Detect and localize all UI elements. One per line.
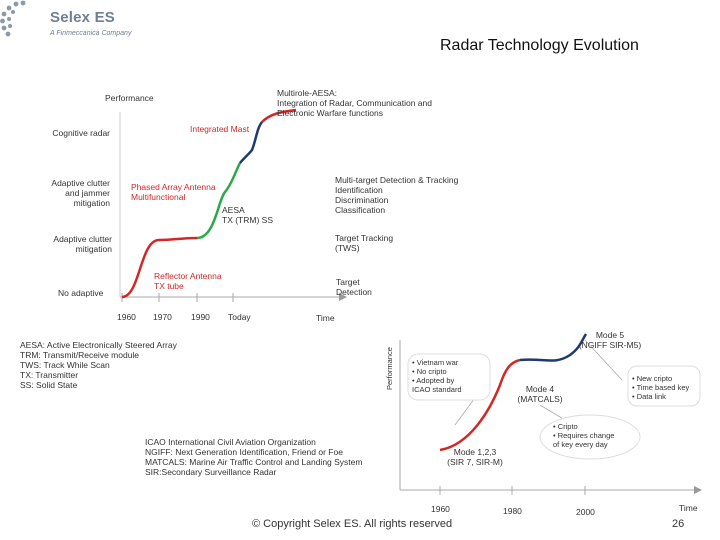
- mode123-label: Mode 1,2,3 (SIR 7, SIR-M): [447, 447, 503, 467]
- callout-new-cripto: • New cripto • Time based key • Data lin…: [632, 374, 690, 401]
- integrated-mast-label: Integrated Mast: [190, 124, 250, 134]
- callout-cripto: • Cripto • Requires change of key every …: [553, 422, 615, 449]
- mode5-label: Mode 5 (NGIFF SIR-M5): [578, 330, 642, 350]
- multirole-label: Multirole-AESA: Integration of Radar, Co…: [277, 88, 432, 118]
- tws-label: Target Tracking (TWS): [335, 233, 394, 253]
- logo-tagline: A Finmeccanica Company: [50, 30, 132, 37]
- mode4-label: Mode 4 (MATCALS): [517, 384, 563, 404]
- curve-mode4: [519, 333, 588, 362]
- bottom-xtick-label-1960: 1960: [431, 504, 450, 514]
- curve-reflector-segment: [121, 236, 198, 299]
- curve-mode123: [439, 358, 521, 452]
- callout-line-newcripto: [584, 339, 623, 381]
- top-xtick-label-1970: 1970: [153, 312, 172, 322]
- callout-box-newcripto: [627, 365, 701, 407]
- copyright-footer: © Copyright Selex ES. All rights reserve…: [252, 518, 453, 530]
- curve-aesa-segment: [196, 162, 242, 240]
- top-x-axis-label: Time: [316, 313, 335, 323]
- curve-multifunction-segment: [239, 121, 264, 164]
- callout-vietnam: • Vietnam war • No cripto • Adopted by I…: [412, 358, 462, 394]
- bottom-y-axis-label: Performance: [385, 347, 394, 390]
- callout-line-cripto: [539, 404, 566, 421]
- page-number: 26: [672, 518, 685, 530]
- aesa-label: AESA TX (TRM) SS: [222, 205, 273, 225]
- top-xtick-label-today: Today: [228, 312, 251, 322]
- curve-integrated-segment: [261, 108, 297, 123]
- adaptive-jammer-label: Adaptive clutter and jammer mitigation: [51, 178, 110, 208]
- top-xtick-label-1990: 1990: [191, 312, 210, 322]
- top-xtick-label-1960: 1960: [117, 312, 136, 322]
- top-y-axis-label: Performance: [105, 93, 154, 103]
- glossary-icao: ICAO International Civil Aviation Organi…: [145, 437, 363, 477]
- target-detection-label: Target Detection: [336, 277, 372, 297]
- reflector-antenna-label: Reflector Antenna TX tube: [154, 271, 222, 291]
- adaptive-clutter-label: Adaptive clutter mitigation: [53, 234, 112, 254]
- phased-array-label: Phased Array Antenna Multifunctional: [131, 182, 216, 202]
- bottom-xtick-label-1980: 1980: [503, 506, 522, 516]
- bottom-x-axis-label: Time: [679, 503, 698, 513]
- glossary-aesa: AESA: Active Electronically Steered Arra…: [20, 340, 177, 390]
- page-title: Radar Technology Evolution: [440, 37, 639, 54]
- selex-logo-icon: [0, 0, 26, 37]
- logo-name: Selex ES: [50, 9, 115, 26]
- no-adaptive-label: No adaptive: [58, 288, 104, 298]
- callout-box-cripto: [539, 414, 641, 460]
- callout-box-vietnam: [407, 353, 491, 401]
- cognitive-radar-label: Cognitive radar: [52, 128, 110, 138]
- multi-target-label: Multi-target Detection & Tracking Identi…: [335, 175, 459, 215]
- bottom-xtick-label-2000: 2000: [576, 507, 595, 517]
